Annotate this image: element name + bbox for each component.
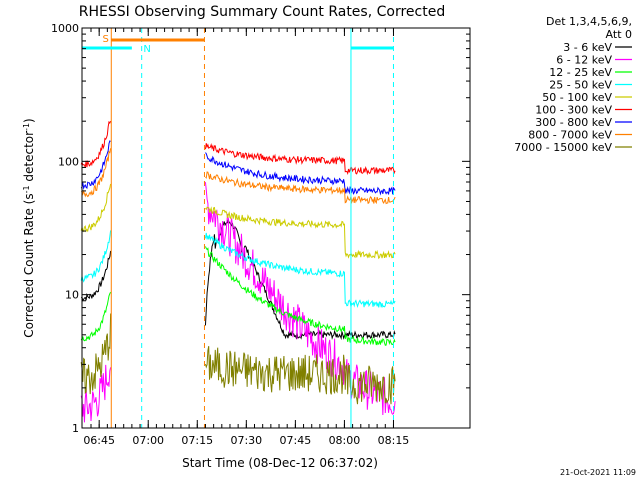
series-line-post-7 [205,171,396,205]
saa-label: S [102,34,108,45]
series-line-post-5 [204,142,396,176]
series-2 [80,246,396,346]
series-line-pre-2 [80,291,112,343]
x-tick-label-3: 07:30 [230,434,262,447]
legend-label-1: 6 - 12 keV [556,54,612,67]
legend-label-0: 3 - 6 keV [563,41,612,54]
series-line-post-4 [205,206,396,260]
y-tick-label-1: 10 [65,289,79,302]
series-line-post-3 [204,232,396,308]
series-line-post-8 [204,345,396,405]
series-line-pre-8 [80,313,112,395]
series-line-pre-6 [80,140,111,190]
series-6 [80,140,396,196]
legend-header-line-1: Det 1,3,4,5,6,9, [546,15,632,28]
series-3 [80,230,396,308]
y-tick-label-2: 100 [58,155,79,168]
y-axis-label: Corrected Count Rate (s-1 detector-1) [22,118,37,337]
timestamp: 21-Oct-2021 11:09 [560,468,636,477]
legend-label-6: 300 - 800 keV [535,116,612,129]
legend-header-line-2: Att 0 [606,28,632,41]
legend-label-2: 12 - 25 keV [549,66,612,79]
x-tick-label-0: 06:45 [83,434,115,447]
x-tick-label-4: 07:45 [280,434,312,447]
x-tick-label-6: 08:15 [378,434,410,447]
x-tick-label-1: 07:00 [132,434,164,447]
legend-label-8: 7000 - 15000 keV [514,141,612,154]
series-line-pre-0 [80,250,112,302]
legend-label-4: 50 - 100 keV [542,91,612,104]
plot-frame [81,27,471,429]
legend-label-7: 800 - 7000 keV [528,129,612,142]
series-line-post-2 [204,246,396,346]
x-tick-label-2: 07:15 [181,434,213,447]
legend-label-3: 25 - 50 keV [549,79,612,92]
series-8 [80,313,396,405]
night-label: N [143,44,150,55]
series-line-post-6 [205,152,396,196]
series-7 [81,148,396,205]
x-tick-label-5: 08:00 [329,434,361,447]
axes: 1 10 100 1000 06:45 07:00 07:15 07:30 07:45 08:00… [51,22,471,447]
series-line-pre-4 [80,183,112,233]
series-0 [80,217,396,341]
series-line-pre-3 [80,230,112,283]
legend-label-5: 100 - 300 keV [535,104,612,117]
chart-title: RHESSI Observing Summary Count Rates, Co… [79,4,445,20]
plot-area: SN [80,28,396,428]
series-line-post-1 [204,182,396,416]
series-line-pre-5 [80,120,112,168]
y-tick-label-0: 1 [72,422,79,435]
y-tick-label-3: 1000 [51,22,79,35]
series-4 [80,183,396,260]
series-5 [80,120,396,176]
series-line-pre-7 [81,148,112,198]
x-axis-label: Start Time (08-Dec-12 06:37:02) [182,456,378,470]
